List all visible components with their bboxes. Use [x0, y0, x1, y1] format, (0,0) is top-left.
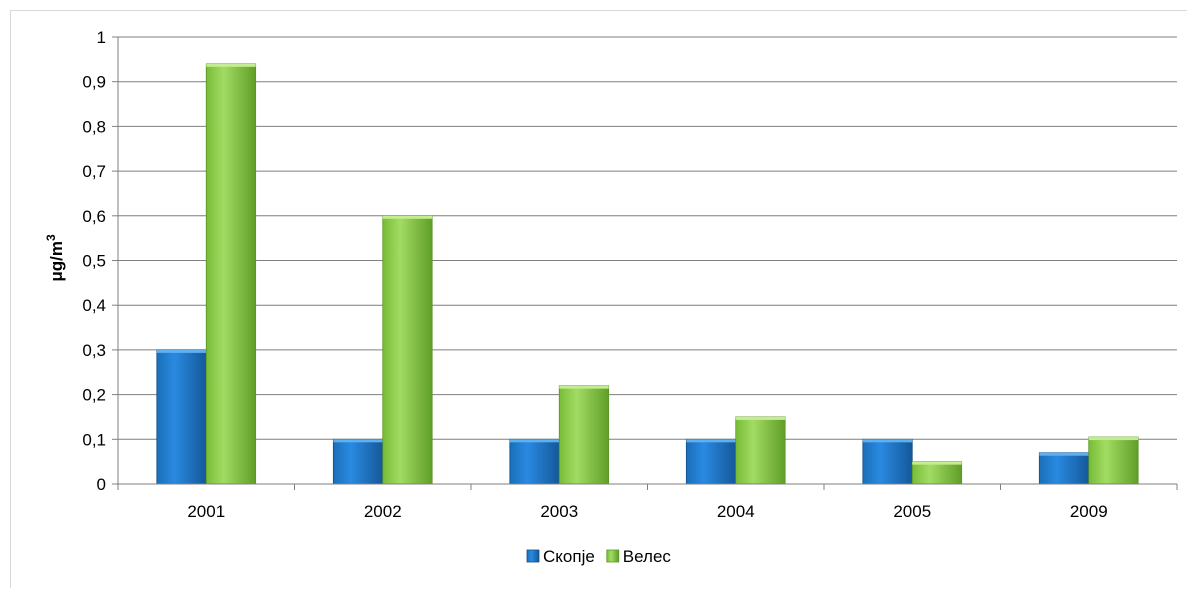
- bar-veles-2001: [205, 63, 257, 485]
- bar-top-highlight: [686, 439, 736, 443]
- bar-top-highlight: [1088, 437, 1139, 441]
- y-tick-label: 0,2: [82, 386, 106, 405]
- bar-skopje-2009: [1038, 452, 1090, 485]
- y-tick-label: 0: [97, 475, 106, 494]
- bar-top-highlight: [559, 385, 609, 389]
- bar-skopje-2005: [862, 438, 913, 485]
- bar-top-highlight: [333, 439, 383, 443]
- x-tick-label: 2005: [893, 502, 931, 521]
- x-tick-label: 2002: [364, 502, 402, 521]
- bar-top-highlight: [735, 416, 786, 420]
- bar-skopje-2003: [509, 438, 560, 485]
- x-tick-label: 2004: [717, 502, 755, 521]
- bar-top-highlight: [206, 63, 256, 67]
- bar-veles-2002: [382, 215, 433, 485]
- bar-top-highlight: [912, 461, 962, 465]
- chart-frame: [10, 10, 1187, 588]
- y-tick-label: 0,6: [82, 207, 106, 226]
- bar-top-highlight: [382, 215, 433, 219]
- y-tick-label: 0,9: [82, 73, 106, 92]
- x-tick-label: 2001: [187, 502, 225, 521]
- bar-top-highlight: [1039, 452, 1089, 456]
- y-tick-labels: 0 0,1 0,2 0,3 0,4 0,5 0,6 0,7 0,8 0,9 1: [82, 28, 106, 494]
- bar-skopje-2001: [156, 349, 207, 485]
- y-tick-label: 0,8: [82, 117, 106, 136]
- legend-label: Скопје: [543, 547, 595, 566]
- bar-veles-2005: [911, 461, 963, 485]
- bar-skopje-2004: [685, 438, 737, 485]
- y-tick-label: 1: [97, 28, 106, 47]
- gridlines: [112, 36, 1177, 485]
- legend: Скопје Велес: [526, 547, 672, 566]
- bar-veles-2004: [735, 416, 786, 485]
- legend-swatch: [606, 549, 620, 563]
- y-tick-label: 0,7: [82, 162, 106, 181]
- bar-skopje-2002: [332, 438, 384, 485]
- bars: [156, 63, 1139, 485]
- x-tick-labels: 2001 2002 2003 2004 2005 2009: [187, 502, 1107, 521]
- bar-veles-2009: [1088, 436, 1139, 485]
- legend-label: Велес: [623, 547, 672, 566]
- x-tick-label: 2003: [540, 502, 578, 521]
- x-tick-label: 2009: [1070, 502, 1108, 521]
- legend-swatch: [526, 549, 540, 563]
- bar-top-highlight: [862, 439, 913, 443]
- y-tick-label: 0,1: [82, 430, 106, 449]
- axes: [117, 37, 1178, 490]
- bar-top-highlight: [156, 349, 207, 353]
- y-tick-label: 0,5: [82, 252, 106, 271]
- bar-top-highlight: [509, 439, 560, 443]
- y-tick-label: 0,3: [82, 341, 106, 360]
- bar-veles-2003: [558, 385, 610, 485]
- y-axis-label: μg/m3: [44, 234, 66, 282]
- y-tick-label: 0,4: [82, 296, 106, 315]
